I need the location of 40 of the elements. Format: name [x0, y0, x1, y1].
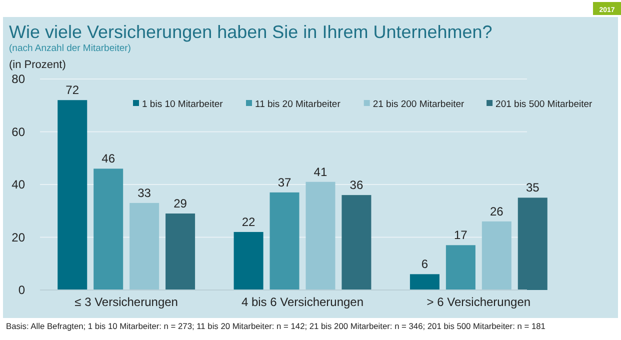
data-label: 29 — [174, 196, 188, 211]
y-tick-label: 80 — [12, 72, 26, 86]
data-label: 41 — [314, 164, 328, 179]
data-label: 33 — [138, 186, 152, 200]
legend-label: 11 bis 20 Mitarbeiter — [255, 99, 340, 110]
data-label: 17 — [454, 228, 468, 242]
data-label: 37 — [278, 175, 292, 190]
x-tick-label: ≤ 3 Versicherungen — [74, 295, 178, 309]
bar — [410, 274, 440, 290]
y-tick-label: 0 — [18, 283, 26, 297]
legend-label: 1 bis 10 Mitarbeiter — [142, 99, 223, 110]
bar — [94, 168, 124, 290]
data-label: 35 — [526, 180, 540, 195]
bar — [482, 221, 512, 290]
bar — [58, 100, 88, 290]
bar — [270, 192, 300, 290]
bar — [130, 202, 160, 290]
chart-title: Wie viele Versicherungen haben Sie in Ihrem Unternehmen? — [9, 22, 492, 42]
y-tick-label: 40 — [12, 178, 26, 192]
y-axis-title: (in Prozent) — [9, 59, 66, 71]
bar — [342, 195, 372, 290]
y-tick-label: 20 — [12, 230, 26, 244]
data-label: 6 — [421, 257, 428, 272]
legend-label: 21 bis 200 Mitarbeiter — [372, 99, 464, 110]
x-tick-label: 4 bis 6 Versicherungen — [241, 295, 364, 309]
bar — [166, 214, 196, 290]
x-tick-label: > 6 Versicherungen — [426, 295, 531, 309]
text: Basis: Alle Befragten; 1 bis 10 Mitarbeiter: n = 273; 11 bis 20 Mitarbeiter: n = 142; 21 bis 200 Mitarbeiter: n = 346; 201 bis 500 Mitarbeiter: n = 181 — [6, 321, 546, 331]
data-label: 36 — [350, 178, 364, 192]
legend-label: 201 bis 500 Mitarbeiter — [496, 99, 592, 110]
chart-subtitle: (nach Anzahl der Mitarbeiter) — [9, 43, 131, 54]
data-label: 46 — [102, 152, 116, 166]
bar — [446, 245, 476, 290]
bar — [306, 182, 336, 290]
y-tick-label: 60 — [12, 124, 26, 139]
data-label: 22 — [242, 214, 256, 229]
data-label: 26 — [490, 204, 504, 218]
data-label: 72 — [66, 83, 80, 98]
bar — [518, 198, 548, 290]
bar — [234, 232, 264, 290]
